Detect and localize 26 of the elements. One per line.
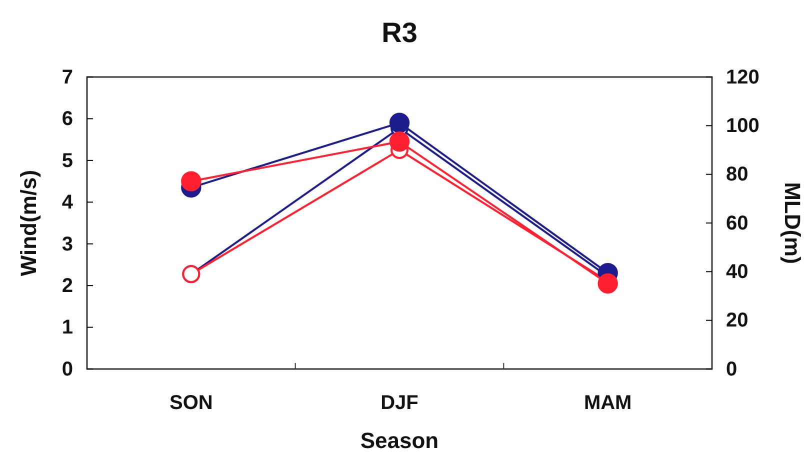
y-tick-label: 3	[62, 233, 73, 256]
x-tick-label: DJF	[380, 392, 418, 414]
y2-tick-label: 80	[726, 164, 748, 186]
y2-tick-label: 60	[726, 212, 748, 234]
y-tick-label: 5	[62, 150, 73, 172]
point	[389, 132, 410, 152]
point	[598, 273, 618, 294]
y-tick-label: 4	[62, 192, 74, 214]
y2-axis-title: MLD(m)	[780, 182, 805, 264]
y-tick-label: 2	[62, 274, 73, 297]
y-tick-label: 1	[62, 316, 73, 339]
y2-tick-label: 100	[726, 115, 760, 138]
x-axis-title: Season	[360, 428, 439, 453]
y2-tick-label: 40	[726, 261, 748, 284]
y2-tick-label: 0	[726, 358, 738, 380]
y2-tick-label: 120	[726, 66, 760, 88]
point	[181, 171, 202, 192]
x-tick-label: MAM	[584, 392, 632, 414]
y-tick-label: 6	[62, 108, 73, 130]
y-axis-title: Wind(m/s)	[16, 170, 41, 276]
point	[389, 112, 410, 133]
y-tick-label: 0	[62, 358, 73, 380]
y-tick-label: 7	[62, 66, 73, 88]
x-tick-label: SON	[169, 392, 213, 414]
chart-title: R3	[382, 17, 418, 48]
y2-tick-label: 20	[726, 310, 748, 332]
